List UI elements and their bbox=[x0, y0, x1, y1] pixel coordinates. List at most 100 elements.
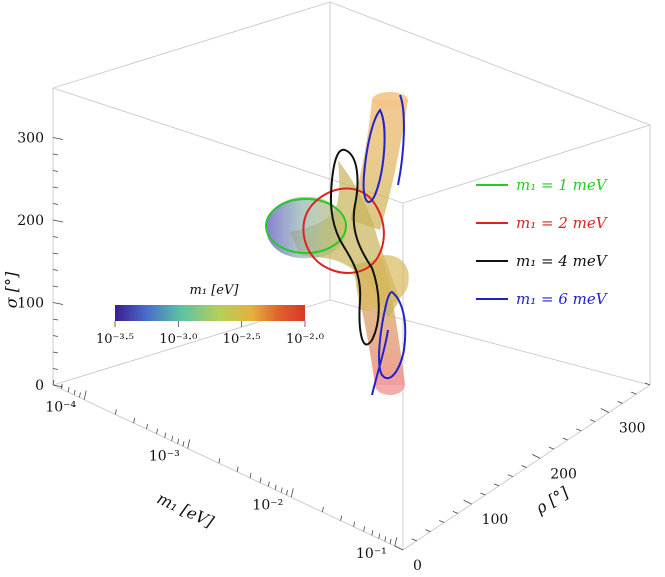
rho-minor-tick bbox=[493, 483, 500, 487]
surface bbox=[265, 92, 409, 395]
sigma-minor-tick bbox=[52, 318, 59, 321]
sigma-tick-label: 200 bbox=[17, 213, 44, 229]
rho-minor-tick bbox=[576, 428, 582, 432]
sigma-minor-tick bbox=[52, 335, 59, 337]
sigma-tick bbox=[52, 302, 64, 305]
m1-tick bbox=[394, 537, 398, 547]
m1-minor-tick bbox=[378, 533, 381, 539]
colorbar: m₁ [eV] 10⁻³·⁵ 10⁻³·⁰ 10⁻²·⁵ 10⁻²·⁰ bbox=[96, 283, 324, 347]
rho-axis: 0 100 200 300 bbox=[394, 382, 651, 574]
contour-1mev bbox=[265, 198, 347, 254]
sigma-axis: 0 100 200 300 bbox=[17, 131, 64, 394]
contour-4mev bbox=[330, 148, 380, 346]
colorbar-title: m₁ [eV] bbox=[190, 283, 240, 298]
rho-minor-tick bbox=[425, 529, 431, 533]
m1-minor-tick bbox=[384, 536, 387, 542]
m1-minor-tick bbox=[353, 521, 355, 527]
m1-minor-tick bbox=[236, 466, 239, 472]
m1-minor-tick bbox=[177, 438, 180, 444]
m1-axis: 10⁻⁴ 10⁻³ 10⁻² 10⁻¹ bbox=[45, 379, 398, 562]
m1-minor-tick bbox=[133, 417, 135, 424]
rho-minor-tick bbox=[617, 400, 623, 404]
sigma-axis-label: σ [°] bbox=[2, 271, 21, 308]
sigma-tick bbox=[52, 137, 64, 140]
m1-axis-label: m₁ [eV] bbox=[154, 489, 217, 532]
m1-minor-tick bbox=[371, 530, 374, 536]
rho-tick bbox=[394, 545, 404, 551]
m1-minor-tick bbox=[114, 409, 117, 415]
sigma-minor-tick bbox=[52, 236, 59, 238]
m1-minor-tick bbox=[73, 389, 76, 396]
m1-minor-tick bbox=[60, 383, 63, 389]
rho-minor-tick bbox=[507, 474, 513, 478]
sigma-minor-tick bbox=[52, 170, 59, 172]
legend: m₁ = 1 meV m₁ = 2 meV m₁ = 4 meV m₁ = 6 meV bbox=[476, 176, 609, 308]
colorbar-tick-label: 10⁻³·⁵ bbox=[96, 332, 134, 347]
legend-label: m₁ = 2 meV bbox=[516, 214, 609, 232]
sigma-minor-tick bbox=[52, 269, 59, 271]
rho-tick bbox=[600, 408, 610, 413]
colorbar-tick-label: 10⁻²·⁵ bbox=[223, 332, 261, 347]
m1-minor-tick bbox=[267, 481, 270, 487]
m1-tick-label: 10⁻³ bbox=[149, 449, 180, 465]
sigma-minor-tick bbox=[52, 285, 59, 288]
colorbar-tick-label: 10⁻³·⁰ bbox=[159, 332, 197, 347]
rho-minor-tick bbox=[548, 446, 555, 450]
sigma-tick-label: 100 bbox=[17, 296, 44, 312]
sigma-tick bbox=[52, 219, 64, 223]
m1-minor-tick bbox=[156, 428, 158, 434]
m1-minor-tick bbox=[280, 487, 283, 493]
sigma-minor-tick bbox=[52, 368, 59, 370]
sigma-minor-tick bbox=[52, 203, 59, 205]
contour-6mev-lower bbox=[371, 290, 407, 396]
m1-minor-tick bbox=[146, 424, 148, 430]
rho-tick bbox=[532, 453, 541, 459]
rho-tick-label: 100 bbox=[482, 512, 509, 528]
m1-minor-tick bbox=[171, 435, 174, 442]
rho-minor-tick bbox=[589, 419, 596, 423]
rho-minor-tick bbox=[631, 391, 637, 395]
contours bbox=[265, 94, 407, 396]
m1-minor-tick bbox=[52, 379, 55, 386]
m1-minor-tick bbox=[249, 472, 252, 478]
legend-label: m₁ = 6 meV bbox=[516, 290, 609, 308]
rho-tick-label: 200 bbox=[550, 466, 577, 482]
m1-tick-label: 10⁻² bbox=[252, 497, 283, 513]
sigma-minor-tick bbox=[52, 153, 59, 156]
m1-minor-tick bbox=[340, 515, 343, 521]
m1-minor-tick bbox=[286, 490, 288, 496]
m1-minor-tick bbox=[164, 432, 167, 438]
m1-tick-label: 10⁻¹ bbox=[356, 546, 387, 562]
m1-minor-tick bbox=[389, 538, 392, 544]
sigma-minor-tick bbox=[52, 186, 59, 189]
rho-minor-tick bbox=[439, 520, 445, 523]
rho-minor-tick bbox=[480, 492, 486, 496]
m1-minor-tick bbox=[363, 526, 366, 532]
m1-tick-label: 10⁻⁴ bbox=[45, 400, 76, 416]
colorbar-tick-label: 10⁻²·⁰ bbox=[286, 332, 324, 347]
sigma-tick-label: 300 bbox=[17, 131, 44, 147]
rho-axis-label: ρ [°] bbox=[531, 483, 572, 519]
rho-minor-tick bbox=[411, 538, 417, 542]
rho-tick-label: 0 bbox=[413, 558, 422, 572]
m1-tick bbox=[187, 439, 191, 449]
legend-label: m₁ = 4 meV bbox=[516, 252, 609, 270]
sigma-minor-tick bbox=[52, 351, 59, 354]
rho-minor-tick bbox=[644, 382, 651, 386]
rho-tick bbox=[463, 499, 472, 505]
m1-minor-tick bbox=[67, 387, 70, 393]
m1-tick bbox=[290, 488, 294, 498]
contour-6mev-upper bbox=[362, 94, 405, 203]
m1-minor-tick bbox=[182, 441, 185, 447]
m1-minor-tick bbox=[218, 458, 221, 464]
m1-minor-tick bbox=[259, 477, 262, 483]
m1-minor-tick bbox=[79, 392, 81, 398]
rho-tick-label: 300 bbox=[619, 421, 646, 437]
rho-minor-tick bbox=[562, 437, 568, 441]
sigma-tick-label: 0 bbox=[35, 378, 44, 394]
rho-minor-tick bbox=[452, 510, 459, 514]
m1-tick bbox=[83, 390, 87, 400]
colorbar-gradient bbox=[115, 305, 305, 321]
m1-minor-tick bbox=[322, 506, 324, 513]
